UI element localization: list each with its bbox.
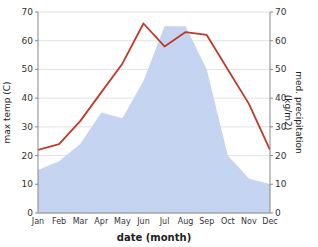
y-tick [35,213,38,214]
x-axis-title: date (month) [117,232,191,243]
x-tick-label: Jun [136,217,150,226]
y2-tick-label: 10 [275,179,287,189]
y-tick-label: 50 [22,64,34,74]
y2-axis-title-line: med. precipitation [294,71,304,153]
x-tick-label: Jan [31,217,44,226]
plot-area [38,23,270,213]
left-axis-line [38,12,39,213]
y-tick-label: 10 [22,179,34,189]
x-tick-label: Apr [94,217,109,226]
x-tick-label: Jul [159,217,170,226]
y2-tick-label: 60 [275,36,287,46]
bottom-axis-line [38,213,270,214]
x-tick-label: Mar [73,217,89,226]
y2-tick-label: 50 [275,64,287,74]
y2-tick [270,98,273,99]
y2-tick [270,213,273,214]
y2-tick [270,40,273,41]
y-tick [35,98,38,99]
y-tick [35,126,38,127]
precipitation-area [38,26,270,213]
x-tick-label: Dec [262,217,277,226]
y-tick-label: 60 [22,36,34,46]
right-axis-line [270,12,271,213]
y2-axis-title-line: (kg/m2) [283,95,293,130]
y-tick [35,155,38,156]
grid-line [38,12,270,13]
axes: 010203040506070010203040506070JanFebMarA… [22,7,287,226]
y2-axis-title: med. precipitation(kg/m2) [283,71,304,153]
y-tick [35,69,38,70]
x-tick-label: Oct [221,217,235,226]
x-tick-label: Aug [178,217,194,226]
y-tick-label: 70 [22,7,34,17]
grid-line [38,40,270,41]
y2-tick [270,155,273,156]
x-tick-label: Feb [52,217,66,226]
y-tick [35,40,38,41]
y-tick [35,12,38,13]
temperature-line [38,23,270,149]
y-tick [35,184,38,185]
y2-tick [270,12,273,13]
grid [38,12,270,213]
x-tick-label: Nov [241,217,257,226]
x-tick-label: Sep [199,217,214,226]
x-tick-label: May [114,217,131,226]
chart: 010203040506070010203040506070JanFebMarA… [0,0,318,247]
y2-tick-label: 70 [275,7,287,17]
y2-tick-label: 20 [275,151,287,161]
y2-tick [270,184,273,185]
y-tick-label: 30 [22,122,34,132]
y2-tick [270,69,273,70]
grid-line [38,213,270,214]
y-axis-title: max temp (C) [2,81,12,143]
y-tick-label: 20 [22,151,34,161]
y-tick-label: 40 [22,93,34,103]
y2-tick [270,126,273,127]
